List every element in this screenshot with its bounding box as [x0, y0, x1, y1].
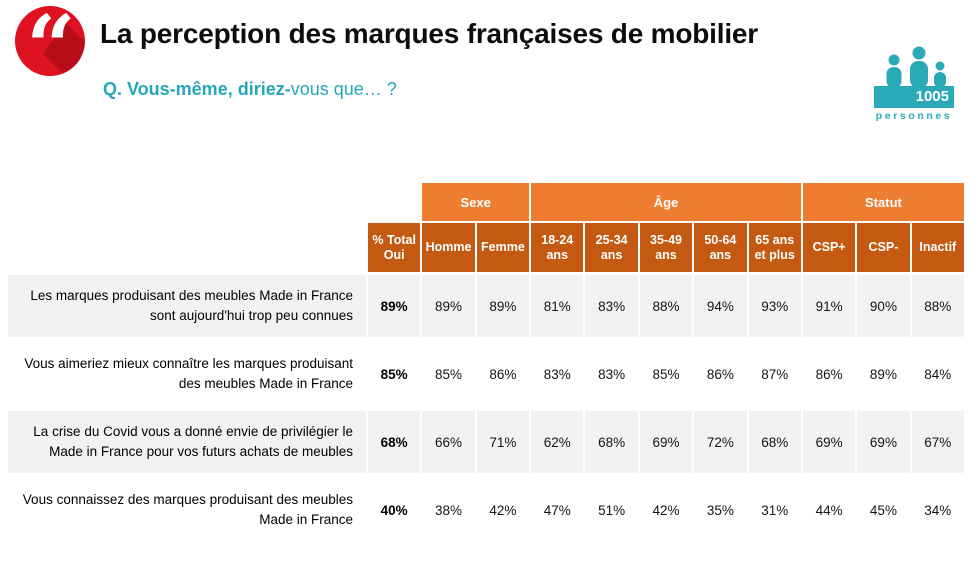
- value-cell: 51%: [585, 479, 638, 541]
- value-cell: 86%: [694, 343, 747, 405]
- value-cell: 31%: [748, 479, 801, 541]
- value-cell: 71%: [476, 411, 530, 473]
- value-cell: 83%: [585, 275, 638, 337]
- sample-size-badge: 1005 personnes: [874, 46, 954, 122]
- value-cell: 69%: [857, 411, 910, 473]
- header-spacer: [8, 223, 366, 272]
- question-subtitle-regular: vous que… ?: [290, 79, 397, 99]
- value-cell: 69%: [802, 411, 856, 473]
- total-cell: 89%: [368, 275, 421, 337]
- value-cell: 91%: [802, 275, 856, 337]
- column-header-homme: Homme: [422, 223, 475, 272]
- value-cell: 68%: [748, 411, 801, 473]
- row-label: Vous connaissez des marques produisant d…: [8, 479, 366, 541]
- quote-icon: “: [15, 0, 85, 98]
- value-cell: 93%: [748, 275, 801, 337]
- value-cell: 88%: [911, 275, 964, 337]
- column-header-35-49: 35-49 ans: [639, 223, 693, 272]
- total-cell: 40%: [368, 479, 421, 541]
- column-header-csp-plus: CSP+: [802, 223, 856, 272]
- value-cell: 44%: [802, 479, 856, 541]
- row-label: La crise du Covid vous a donné envie de …: [8, 411, 366, 473]
- results-table: Sexe Âge Statut % Total Oui Homme Femme …: [8, 183, 964, 541]
- value-cell: 90%: [857, 275, 910, 337]
- group-header-sexe: Sexe: [422, 183, 530, 221]
- value-cell: 45%: [857, 479, 910, 541]
- column-header-total: % Total Oui: [368, 223, 421, 272]
- value-cell: 86%: [802, 343, 856, 405]
- value-cell: 89%: [857, 343, 910, 405]
- group-header-age: Âge: [531, 183, 801, 221]
- table-body: Les marques produisant des meubles Made …: [8, 275, 964, 541]
- column-header-csp-minus: CSP-: [857, 223, 910, 272]
- quote-icon-graphic: “: [15, 0, 85, 98]
- value-cell: 42%: [476, 479, 530, 541]
- value-cell: 62%: [531, 411, 584, 473]
- value-cell: 35%: [694, 479, 747, 541]
- value-cell: 86%: [476, 343, 530, 405]
- column-header-femme: Femme: [476, 223, 530, 272]
- value-cell: 38%: [422, 479, 475, 541]
- value-cell: 67%: [911, 411, 964, 473]
- value-cell: 87%: [748, 343, 801, 405]
- people-icon: [886, 46, 946, 86]
- sample-label: personnes: [875, 110, 953, 122]
- value-cell: 89%: [422, 275, 475, 337]
- value-cell: 94%: [694, 275, 747, 337]
- header-spacer: [8, 183, 420, 221]
- value-cell: 83%: [585, 343, 638, 405]
- column-header-inactif: Inactif: [911, 223, 964, 272]
- page-title: La perception des marques françaises de …: [100, 18, 758, 49]
- column-header-18-24: 18-24 ans: [531, 223, 584, 272]
- row-label: Vous aimeriez mieux connaître les marque…: [8, 343, 366, 405]
- column-header-65-plus: 65 ans et plus: [748, 223, 801, 272]
- group-header-statut: Statut: [802, 183, 964, 221]
- value-cell: 85%: [422, 343, 475, 405]
- table-header: Sexe Âge Statut % Total Oui Homme Femme …: [8, 183, 964, 272]
- question-subtitle-bold: Q. Vous-même, diriez-: [103, 79, 291, 99]
- value-cell: 72%: [694, 411, 747, 473]
- value-cell: 84%: [911, 343, 964, 405]
- value-cell: 69%: [639, 411, 693, 473]
- total-cell: 85%: [368, 343, 421, 405]
- value-cell: 89%: [476, 275, 530, 337]
- row-label: Les marques produisant des meubles Made …: [8, 275, 366, 337]
- sample-count: 1005: [874, 86, 954, 108]
- value-cell: 34%: [911, 479, 964, 541]
- column-header-25-34: 25-34 ans: [585, 223, 638, 272]
- quote-glyph: “: [26, 6, 75, 76]
- value-cell: 47%: [531, 479, 584, 541]
- column-header-50-64: 50-64 ans: [694, 223, 747, 272]
- value-cell: 83%: [531, 343, 584, 405]
- total-cell: 68%: [368, 411, 421, 473]
- question-subtitle: Q. Vous-même, diriez-vous que… ?: [103, 79, 397, 100]
- value-cell: 68%: [585, 411, 638, 473]
- value-cell: 42%: [639, 479, 693, 541]
- value-cell: 66%: [422, 411, 475, 473]
- value-cell: 85%: [639, 343, 693, 405]
- value-cell: 81%: [531, 275, 584, 337]
- value-cell: 88%: [639, 275, 693, 337]
